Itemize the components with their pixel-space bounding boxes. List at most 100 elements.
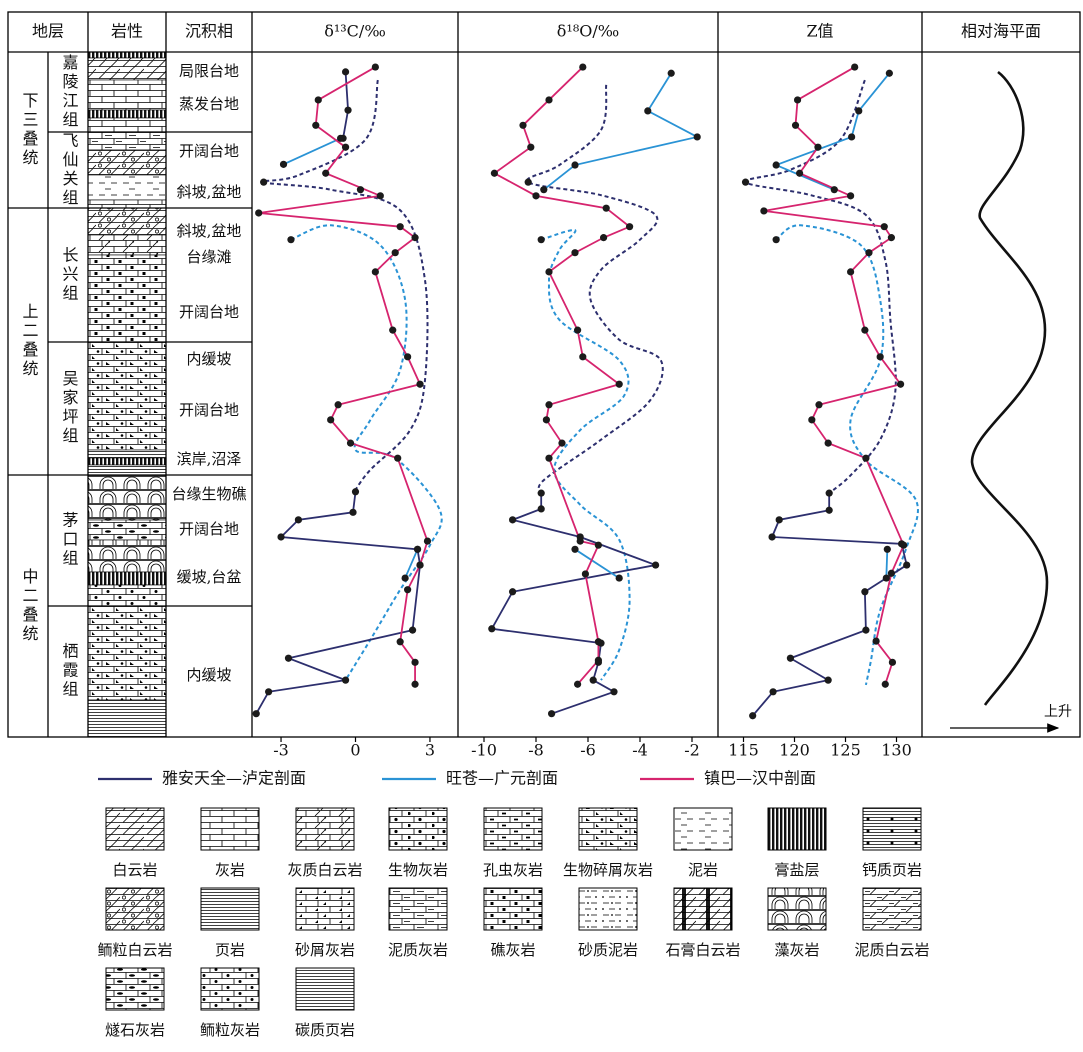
- x-tick-label: -4: [632, 741, 648, 760]
- data-point: [392, 249, 399, 256]
- lithology-swatch: [106, 968, 164, 1010]
- lithology-swatch: [296, 888, 354, 930]
- lithology-swatch: [389, 888, 447, 930]
- data-point: [404, 353, 411, 360]
- facies-label: 蒸发台地: [179, 95, 239, 113]
- data-point: [545, 268, 552, 275]
- data-point: [509, 516, 516, 523]
- data-point: [571, 546, 578, 553]
- data-point: [538, 490, 545, 497]
- data-point: [889, 659, 896, 666]
- data-point: [861, 588, 868, 595]
- x-tick-label: 0: [350, 741, 360, 760]
- data-point: [826, 490, 833, 497]
- data-point: [760, 207, 767, 214]
- data-point: [397, 638, 404, 645]
- lithology-label: 砂质泥岩: [578, 941, 638, 959]
- lithology-bed: [88, 540, 166, 572]
- data-point: [768, 533, 775, 540]
- data-point: [888, 234, 895, 241]
- x-tick-label: 120: [779, 741, 810, 760]
- data-point: [265, 688, 272, 695]
- data-point: [409, 627, 416, 634]
- data-point: [855, 107, 862, 114]
- lithology-swatch: [296, 808, 354, 850]
- data-point: [414, 546, 421, 553]
- data-point: [509, 588, 516, 595]
- data-point: [285, 655, 292, 662]
- data-point: [865, 249, 872, 256]
- lithology-swatch: [579, 808, 637, 850]
- data-point: [277, 533, 284, 540]
- data-point: [253, 710, 260, 717]
- data-point: [545, 96, 552, 103]
- chart-title: Z值: [806, 22, 833, 41]
- lithology-label: 砂屑灰岩: [295, 941, 355, 959]
- lithology-bed: [88, 118, 166, 132]
- series-line: [259, 67, 428, 684]
- data-point: [312, 122, 319, 129]
- series-line: [256, 72, 420, 714]
- lithology-bed: [88, 200, 166, 208]
- data-point: [603, 205, 610, 212]
- data-point: [344, 107, 351, 114]
- lithology-swatch: [389, 808, 447, 850]
- data-point: [404, 586, 411, 593]
- facies-label: 台缘滩: [186, 248, 231, 266]
- data-point: [342, 677, 349, 684]
- data-point: [402, 574, 409, 581]
- table-grid: [8, 12, 1080, 737]
- data-point: [815, 401, 822, 408]
- data-point: [831, 186, 838, 193]
- lithology-swatch: [201, 968, 259, 1010]
- trend-curve: [263, 80, 428, 490]
- data-point: [527, 144, 534, 151]
- lithology-swatch: [768, 888, 826, 930]
- formation-label: 栖霞组: [60, 643, 79, 700]
- lithology-swatch: [296, 968, 354, 1010]
- figure: 地层 岩性 沉积相 相对海平面 上升 下三叠统上二叠统中二叠统嘉陵江组飞仙关组长…: [0, 0, 1083, 1048]
- data-point: [787, 655, 794, 662]
- data-point: [652, 561, 659, 568]
- lithology-swatch: [201, 808, 259, 850]
- system-label: 上二叠统: [20, 303, 39, 379]
- data-point: [814, 144, 821, 151]
- data-point: [847, 268, 854, 275]
- data-point: [548, 710, 555, 717]
- data-point: [579, 353, 586, 360]
- data-point: [873, 638, 880, 645]
- data-point: [416, 381, 423, 388]
- lithology-label: 页岩: [215, 941, 245, 959]
- system-label: 下三叠统: [20, 92, 39, 168]
- data-point: [372, 63, 379, 70]
- data-point: [337, 135, 344, 142]
- facies-label: 缓坡,台盆: [177, 568, 242, 586]
- data-point: [776, 516, 783, 523]
- data-point: [280, 161, 287, 168]
- data-point: [582, 570, 589, 577]
- lithology-label: 泥质白云岩: [854, 941, 929, 959]
- lithology-bed: [88, 465, 166, 475]
- data-point: [877, 353, 884, 360]
- lithology-label: 灰质白云岩: [287, 861, 362, 879]
- data-point: [538, 505, 545, 512]
- lithology-swatch: [106, 888, 164, 930]
- formation-label: 吴家坪组: [60, 370, 79, 446]
- lithology-bed: [88, 606, 166, 700]
- x-tick-label: -8: [528, 741, 544, 760]
- lithology-bed: [88, 58, 166, 80]
- lithology-label: 礁灰岩: [490, 941, 535, 959]
- data-point: [335, 401, 342, 408]
- data-point: [525, 179, 532, 186]
- data-point: [416, 561, 423, 568]
- lithology-bed: [88, 132, 166, 150]
- lithology-label: 燧石灰岩: [105, 1021, 165, 1039]
- lithology-label: 孔虫灰岩: [483, 861, 543, 879]
- formation-label: 长兴组: [60, 247, 79, 304]
- data-point: [769, 688, 776, 695]
- sea-level-arrow-label: 上升: [1044, 704, 1072, 720]
- data-point: [595, 542, 602, 549]
- lithology-bed: [88, 475, 166, 520]
- data-point: [616, 574, 623, 581]
- data-point: [903, 561, 910, 568]
